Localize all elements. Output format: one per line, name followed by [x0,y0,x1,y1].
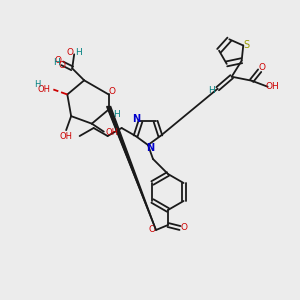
Text: O: O [108,87,115,96]
Text: H: H [34,80,41,89]
Text: OH: OH [266,82,280,91]
Text: H: H [208,86,215,95]
Text: N: N [146,143,154,153]
Text: O: O [55,56,62,65]
Text: O: O [67,48,74,57]
Text: O: O [59,61,66,70]
Text: OH: OH [60,132,73,141]
Text: H: H [53,58,60,67]
Text: N: N [132,115,140,124]
Text: S: S [243,40,249,50]
Polygon shape [107,106,156,230]
Text: H: H [113,110,120,119]
Text: H: H [75,48,82,57]
Text: O: O [148,226,155,235]
Text: O: O [181,224,188,232]
Text: O: O [258,63,265,72]
Text: OH: OH [105,128,118,137]
Text: OH: OH [38,85,51,94]
